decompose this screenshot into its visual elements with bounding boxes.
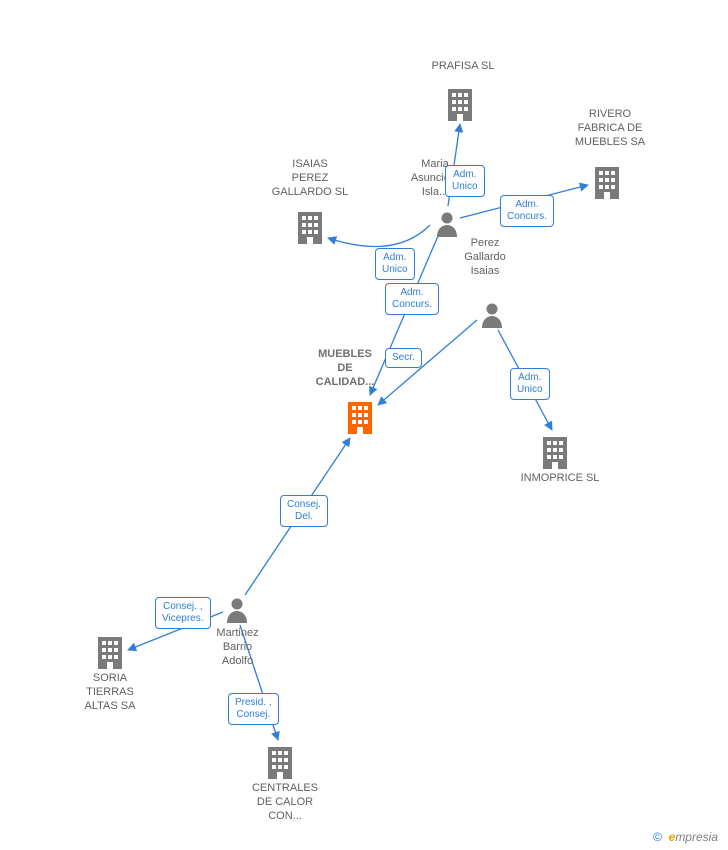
- company-node-inmoprice[interactable]: [540, 435, 570, 474]
- brand-rest: mpresia: [675, 830, 718, 844]
- footer-credit: © empresia: [653, 830, 718, 844]
- node-label-prafisa: PRAFISA SL: [418, 60, 508, 74]
- copyright-symbol: ©: [653, 830, 662, 844]
- node-label-martinez: Martinez Barrio Adolfo: [200, 627, 275, 668]
- node-label-rivero: RIVERO FABRICA DE MUEBLES SA: [560, 108, 660, 149]
- company-node-centrales[interactable]: [265, 745, 295, 784]
- edge-label-maria-isaias: Adm. Unico: [375, 248, 415, 280]
- edge-label-perez-inmoprice: Adm. Unico: [510, 368, 550, 400]
- node-label-soria: SORIA TIERRAS ALTAS SA: [70, 672, 150, 713]
- node-label-inmoprice: INMOPRICE SL: [510, 472, 610, 486]
- node-label-isaias: ISAIAS PEREZ GALLARDO SL: [255, 158, 365, 199]
- edge-label-martinez-soria: Consej. , Vicepres.: [155, 597, 211, 629]
- edge-label-martinez-muebles: Consej. Del.: [280, 495, 328, 527]
- company-node-muebles[interactable]: [345, 400, 375, 439]
- company-node-prafisa[interactable]: [445, 87, 475, 126]
- person-node-perez[interactable]: [480, 302, 504, 333]
- node-label-muebles: MUEBLES DE CALIDAD...: [300, 348, 390, 389]
- edge-label-perez-muebles: Secr.: [385, 348, 422, 368]
- company-node-isaias[interactable]: [295, 210, 325, 249]
- node-label-perez: Perez Gallardo Isaias: [450, 237, 520, 278]
- person-node-martinez[interactable]: [225, 597, 249, 628]
- edge-label-martinez-centrales: Presid. , Consej.: [228, 693, 279, 725]
- edge-label-maria-rivero: Adm. Concurs.: [500, 195, 554, 227]
- edge-maria-isaias: [328, 225, 430, 246]
- company-node-rivero[interactable]: [592, 165, 622, 204]
- edge-label-maria-prafisa: Adm. Unico: [445, 165, 485, 197]
- node-label-centrales: CENTRALES DE CALOR CON...: [235, 782, 335, 823]
- edge-label-maria-muebles: Adm. Concurs.: [385, 283, 439, 315]
- company-node-soria[interactable]: [95, 635, 125, 674]
